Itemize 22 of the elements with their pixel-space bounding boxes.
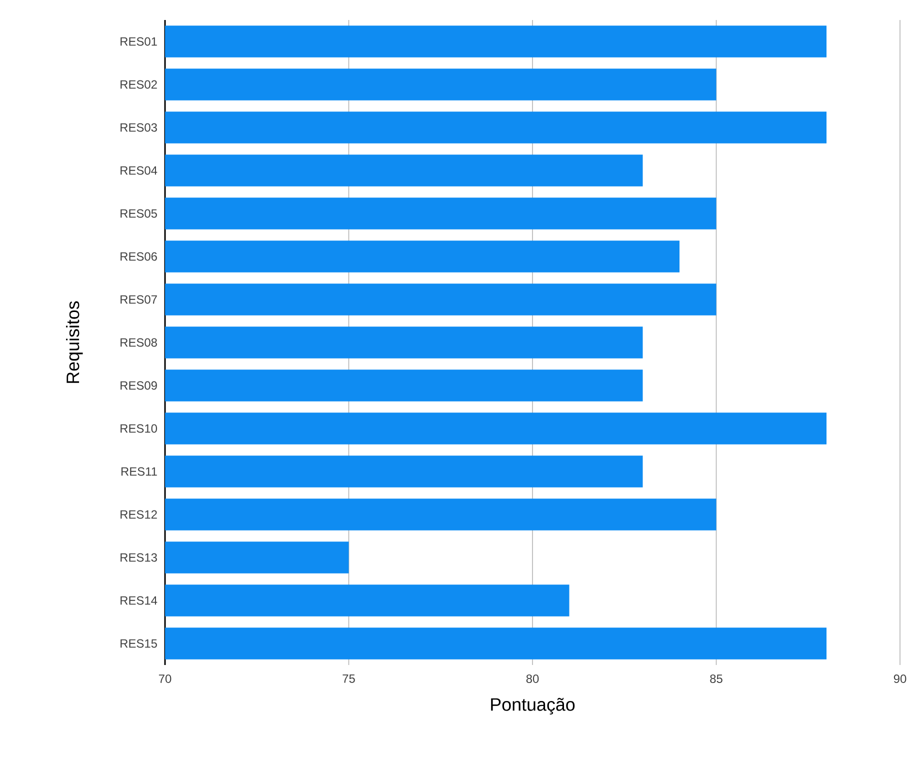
y-tick-label: RES08 xyxy=(120,338,157,347)
y-tick-label: RES09 xyxy=(120,381,157,390)
x-tick-label: 85 xyxy=(710,674,722,683)
y-tick-label: RES04 xyxy=(120,166,158,175)
y-tick-label: RES11 xyxy=(121,467,157,476)
y-tick-label: RES03 xyxy=(120,123,157,132)
y-axis-title: Requisitos xyxy=(66,301,83,383)
x-axis-title: Pontuação xyxy=(491,698,575,714)
y-tick-label: RES07 xyxy=(120,295,157,304)
y-tick-label: RES14 xyxy=(120,596,158,605)
y-tick-label: RES02 xyxy=(120,80,157,89)
y-tick-label: RES05 xyxy=(120,209,157,218)
x-tick-label: 75 xyxy=(342,674,355,683)
x-tick-label: 90 xyxy=(894,674,906,683)
y-tick-label: RES15 xyxy=(120,639,157,648)
y-tick-label: RES01 xyxy=(120,37,157,46)
y-tick-label: RES13 xyxy=(120,553,157,562)
x-tick-label: 80 xyxy=(526,674,539,683)
y-tick-label: RES10 xyxy=(120,424,158,433)
y-tick-label: RES06 xyxy=(120,252,157,261)
y-tick-label: RES12 xyxy=(120,510,157,519)
x-tick-label: 70 xyxy=(158,674,172,683)
